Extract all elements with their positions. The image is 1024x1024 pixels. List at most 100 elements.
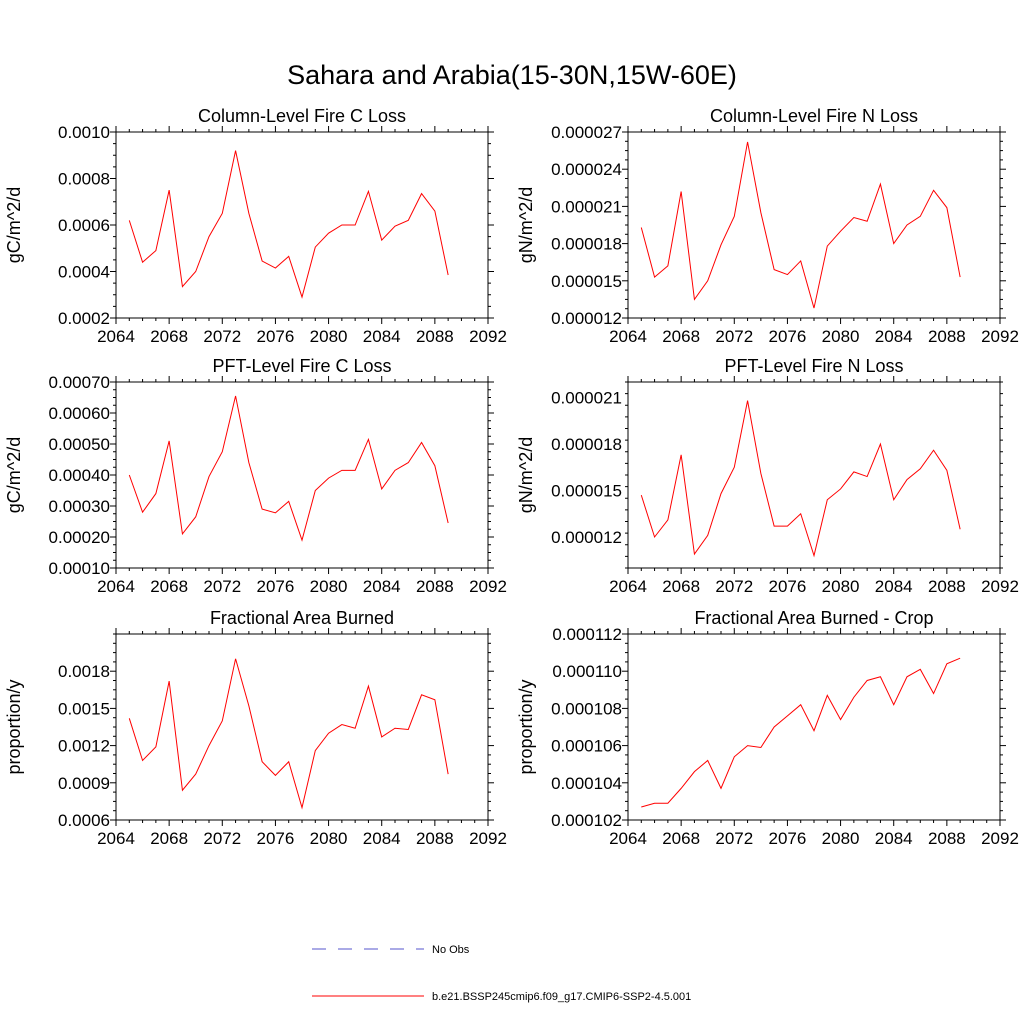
y-tick-label: 0.00020 (49, 528, 110, 547)
x-tick-label: 2068 (662, 327, 700, 346)
y-axis-label: gC/m^2/d (4, 437, 24, 513)
x-tick-label: 2084 (875, 327, 913, 346)
y-axis-label: proportion/y (516, 679, 536, 774)
x-tick-label: 2076 (769, 327, 807, 346)
y-tick-label: 0.000106 (551, 737, 622, 756)
x-tick-label: 2088 (928, 577, 966, 596)
y-tick-label: 0.0015 (58, 699, 110, 718)
y-tick-label: 0.0004 (58, 263, 110, 282)
x-tick-label: 2080 (822, 577, 860, 596)
panels: Column-Level Fire C Loss 2064 2068 2072 2076… (4, 106, 1019, 848)
y-tick-label: 0.000018 (551, 235, 622, 254)
y-tick-label: 0.000021 (551, 197, 622, 216)
series-line (128, 150, 449, 299)
y-tick-label: 0.00060 (49, 404, 110, 423)
chart-panel-2: Column-Level Fire N Loss 2064 2068 2072 2076… (516, 106, 1019, 346)
y-tick-label: 0.000012 (551, 309, 622, 328)
y-tick-label: 0.00070 (49, 373, 110, 392)
plot-frame (627, 131, 1001, 319)
x-tick-label: 2092 (981, 829, 1019, 848)
plot-frame (627, 633, 1001, 821)
x-tick-label: 2080 (822, 829, 860, 848)
plot-frame (115, 633, 489, 821)
y-axis-label: gN/m^2/d (516, 437, 536, 513)
legend-label: b.e21.BSSP245cmip6.f09_g17.CMIP6-SSP2-4.… (432, 991, 691, 1003)
x-tick-label: 2088 (928, 327, 966, 346)
y-tick-label: 0.0012 (58, 737, 110, 756)
y-tick-label: 0.0018 (58, 662, 110, 681)
y-axis-label: proportion/y (4, 679, 24, 774)
legend-label: No Obs (432, 944, 470, 956)
legend: No Obs b.e21.BSSP245cmip6.f09_g17.CMIP6-S… (312, 944, 691, 1003)
x-tick-label: 2068 (150, 829, 188, 848)
x-tick-label: 2064 (97, 577, 135, 596)
x-tick-label: 2064 (97, 327, 135, 346)
x-tick-label: 2064 (97, 829, 135, 848)
series-line (128, 395, 449, 542)
x-tick-label: 2064 (609, 577, 647, 596)
x-tick-label: 2068 (150, 327, 188, 346)
x-tick-label: 2076 (257, 327, 295, 346)
x-tick-label: 2072 (203, 577, 241, 596)
y-tick-label: 0.00030 (49, 497, 110, 516)
y-tick-label: 0.000104 (551, 774, 622, 793)
x-tick-label: 2084 (875, 577, 913, 596)
chart-panel-1: Column-Level Fire C Loss 2064 2068 2072 2076… (4, 106, 507, 346)
panel-title: Fractional Area Burned - Crop (694, 608, 933, 628)
y-tick-label: 0.00050 (49, 435, 110, 454)
x-tick-label: 2084 (363, 327, 401, 346)
y-tick-label: 0.00010 (49, 559, 110, 578)
x-tick-label: 2072 (203, 829, 241, 848)
x-tick-label: 2064 (609, 327, 647, 346)
series-line (128, 658, 449, 810)
y-tick-label: 0.000112 (552, 625, 622, 644)
x-tick-label: 2088 (928, 829, 966, 848)
y-tick-label: 0.0010 (58, 123, 110, 142)
y-tick-label: 0.000110 (552, 662, 622, 681)
chart-panel-3: PFT-Level Fire C Loss 2064 2068 2072 2076 208… (4, 356, 507, 596)
y-tick-label: 0.000108 (551, 699, 622, 718)
y-tick-label: 0.000018 (551, 435, 622, 454)
plot-frame (115, 131, 489, 319)
x-tick-label: 2084 (875, 829, 913, 848)
x-tick-label: 2080 (822, 327, 860, 346)
y-tick-label: 0.0008 (58, 170, 110, 189)
panel-title: Fractional Area Burned (210, 608, 394, 628)
x-tick-label: 2068 (150, 577, 188, 596)
x-tick-label: 2076 (769, 577, 807, 596)
x-tick-label: 2072 (715, 327, 753, 346)
y-tick-label: 0.000102 (551, 811, 622, 830)
y-axis-label: gC/m^2/d (4, 187, 24, 263)
legend-entry: b.e21.BSSP245cmip6.f09_g17.CMIP6-SSP2-4.… (312, 991, 691, 1003)
x-tick-label: 2068 (662, 829, 700, 848)
x-tick-label: 2092 (981, 577, 1019, 596)
y-tick-label: 0.000027 (551, 123, 622, 142)
chart-panel-5: Fractional Area Burned 2064 2068 2072 2076 20… (4, 608, 507, 848)
series-line (641, 657, 961, 808)
x-tick-label: 2072 (203, 327, 241, 346)
series-line (640, 400, 961, 558)
series-line (640, 141, 961, 309)
x-tick-label: 2076 (769, 829, 807, 848)
x-tick-label: 2084 (363, 829, 401, 848)
x-tick-label: 2084 (363, 577, 401, 596)
panel-title: PFT-Level Fire C Loss (212, 356, 391, 376)
x-tick-label: 2064 (609, 829, 647, 848)
chart-panel-6: Fractional Area Burned - Crop 2064 2068 207… (516, 608, 1019, 848)
x-tick-label: 2088 (416, 829, 454, 848)
x-tick-label: 2080 (310, 577, 348, 596)
panel-title: Column-Level Fire C Loss (198, 106, 406, 126)
y-tick-label: 0.0009 (58, 774, 110, 793)
x-tick-label: 2080 (310, 829, 348, 848)
x-tick-label: 2092 (981, 327, 1019, 346)
x-tick-label: 2072 (715, 829, 753, 848)
y-tick-label: 0.000015 (551, 272, 622, 291)
x-tick-label: 2088 (416, 577, 454, 596)
y-tick-label: 0.0006 (58, 216, 110, 235)
x-tick-label: 2092 (469, 829, 507, 848)
x-tick-label: 2080 (310, 327, 348, 346)
y-tick-label: 0.0006 (58, 811, 110, 830)
y-tick-label: 0.000012 (551, 528, 622, 547)
y-tick-label: 0.000015 (551, 482, 622, 501)
y-tick-label: 0.000024 (551, 160, 622, 179)
